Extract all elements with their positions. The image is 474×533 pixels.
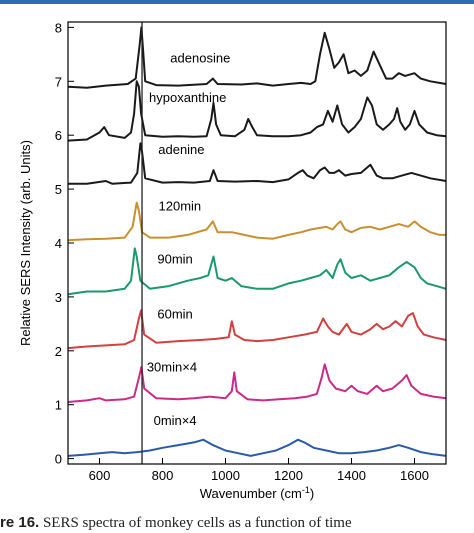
y-tick-label: 1 <box>55 398 62 413</box>
series-line-3 <box>67 201 446 242</box>
series-label: 30min×4 <box>147 359 197 374</box>
x-tick-label: 1400 <box>337 468 366 483</box>
x-tick-label: 1600 <box>400 468 429 483</box>
y-tick-label: 5 <box>55 182 62 197</box>
series-line-4 <box>67 247 447 296</box>
series-line-0 <box>67 26 447 89</box>
top-accent-bar <box>0 0 474 4</box>
series-labels: adenosine hypoxanthine adenine 120min 90min 6… <box>147 50 230 428</box>
x-tick-label: 800 <box>152 468 174 483</box>
y-tick-label: 6 <box>55 128 62 143</box>
plot-frame <box>67 21 447 465</box>
y-tick-label: 3 <box>55 290 62 305</box>
x-axis: 600 800 1000 1200 1400 1600 <box>89 458 429 483</box>
y-tick-label: 4 <box>55 236 62 251</box>
series-layer <box>67 26 447 457</box>
series-label: adenine <box>158 142 204 157</box>
y-tick-label: 2 <box>55 344 62 359</box>
series-line-5 <box>67 309 447 350</box>
series-label: 120min <box>159 199 202 214</box>
y-axis: 0 1 2 3 4 5 6 7 8 <box>55 20 74 467</box>
caption-text: SERS spectra of monkey cells as a functi… <box>39 515 352 531</box>
series-line-1 <box>67 80 447 142</box>
series-label: hypoxanthine <box>149 90 226 105</box>
series-line-6 <box>67 363 447 403</box>
series-label: adenosine <box>170 50 230 65</box>
y-tick-label: 8 <box>55 20 62 35</box>
y-tick-label: 7 <box>55 74 62 89</box>
sers-spectra-chart: 600 800 1000 1200 1400 1600 0 1 2 3 4 5 6 7 8 adenosi… <box>18 20 447 501</box>
y-axis-label: Relative SERS Intensity (arb. Units) <box>18 140 33 346</box>
x-tick-label: 1000 <box>211 468 240 483</box>
x-axis-label: Wavenumber (cm-1) <box>200 485 314 501</box>
series-label: 60min <box>157 306 192 321</box>
series-label: 90min <box>157 251 192 266</box>
x-tick-label: 1200 <box>274 468 303 483</box>
figure-caption: re 16. SERS spectra of monkey cells as a… <box>0 514 474 533</box>
series-label: 0min×4 <box>154 413 197 428</box>
x-tick-label: 600 <box>89 468 111 483</box>
caption-lead: re 16. <box>0 514 40 531</box>
series-line-7 <box>67 438 447 457</box>
y-tick-label: 0 <box>55 452 62 467</box>
series-line-2 <box>68 142 447 185</box>
